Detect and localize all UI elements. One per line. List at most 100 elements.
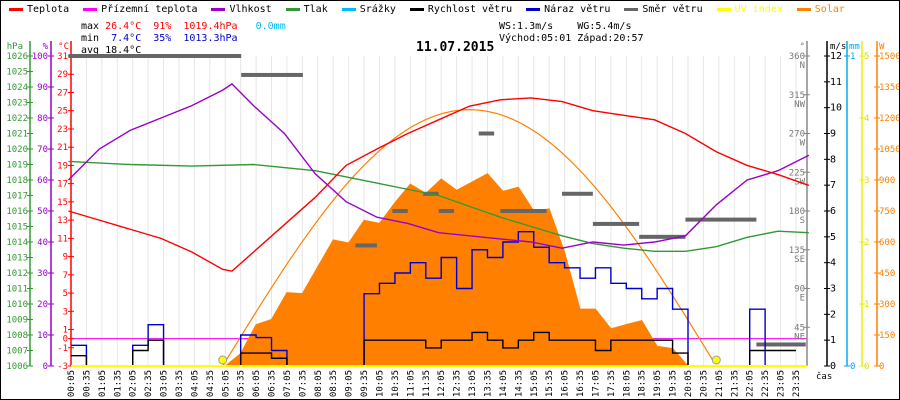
- legend-label: Směr větru: [642, 4, 703, 15]
- humidity-tick-label: 10: [37, 331, 48, 341]
- x-tick-label: 07:05: [283, 370, 293, 397]
- x-tick-label: 02:35: [144, 370, 154, 397]
- celsius-tick-label: 1: [63, 326, 68, 336]
- humidity-tick-label: 60: [37, 176, 48, 186]
- x-tick-label: 19:05: [653, 370, 663, 397]
- direction-tick-letter: N: [800, 61, 805, 71]
- legend-item: Směr větru: [624, 4, 703, 15]
- x-tick-label: 00:05: [67, 370, 77, 397]
- direction-tick-label: 315: [789, 91, 805, 101]
- x-tick-label: 02:05: [129, 370, 139, 397]
- direction-axis-unit: °: [800, 42, 805, 52]
- celsius-tick-label: 15: [57, 198, 68, 208]
- x-tick-label: 23:05: [777, 370, 787, 397]
- legend-item: Přízemní teplota: [83, 4, 197, 15]
- x-tick-label: 00:35: [82, 370, 92, 397]
- solar-tick-label: 300: [879, 300, 895, 310]
- uv-tick-label: 4: [864, 114, 869, 124]
- hpa-tick-label: 1018: [6, 176, 28, 186]
- avg-temp: 18.4°C: [105, 45, 142, 56]
- humidity-tick-label: 30: [37, 269, 48, 279]
- celsius-tick-label: 19: [57, 161, 68, 171]
- hpa-tick-label: 1022: [6, 114, 28, 124]
- legend-item: Teplota: [9, 4, 69, 15]
- humidity-tick-label: 90: [37, 83, 48, 93]
- rain-tick-label: 1: [850, 52, 855, 62]
- celsius-tick-label: 25: [57, 107, 68, 117]
- solar-axis-unit: W: [879, 42, 885, 52]
- wind-tick-label: 0: [830, 361, 836, 372]
- legend-item: Srážky: [341, 4, 396, 15]
- wind-tick-label: 12: [830, 51, 842, 62]
- wind-direction-mark: [592, 221, 640, 226]
- celsius-tick-label: 11: [57, 234, 68, 244]
- max-pressure: 1019.4hPa: [183, 21, 238, 32]
- x-tick-label: 13:05: [468, 370, 478, 397]
- x-tick-label: 20:05: [684, 370, 694, 397]
- direction-tick-letter: W: [800, 139, 806, 149]
- humidity-tick-label: 50: [37, 207, 48, 217]
- rain-axis-unit: mm: [849, 42, 860, 52]
- wind-direction-mark: [562, 191, 593, 196]
- x-tick-label: 17:05: [591, 370, 601, 397]
- solar-tick-label: 450: [879, 269, 895, 279]
- legend-label: Tlak: [303, 4, 328, 15]
- stats-block: max 26.4°C 91% 1019.4hPa 0.0mm min 7.4°C…: [81, 21, 286, 57]
- hpa-tick-label: 1024: [6, 83, 28, 93]
- x-tick-label: 07:35: [298, 370, 308, 397]
- wind-direction-mark: [639, 234, 686, 239]
- wind-direction-mark: [392, 209, 408, 213]
- wind-tick-label: 5: [830, 232, 836, 243]
- celsius-tick-label: -3: [57, 362, 68, 372]
- wind-tick-label: 2: [830, 309, 836, 320]
- hpa-tick-label: 1012: [6, 269, 28, 279]
- wind-direction-mark: [500, 209, 547, 213]
- x-tick-label: 16:35: [576, 370, 586, 397]
- x-tick-label: 22:05: [746, 370, 756, 397]
- pressure-line: [68, 160, 809, 252]
- legend-item: Vlhkost: [211, 4, 272, 15]
- x-tick-label: 09:35: [360, 370, 370, 397]
- x-tick-label: 11:35: [422, 370, 432, 397]
- wind-direction-mark: [756, 342, 806, 347]
- x-axis-label: čas: [816, 371, 832, 382]
- chart-title: 11.07.2015: [416, 40, 495, 55]
- direction-tick-label: 360: [789, 52, 805, 62]
- solar-tick-label: 0: [879, 362, 884, 372]
- max-rain: 0.0mm: [255, 21, 286, 32]
- x-tick-label: 12:05: [437, 370, 447, 397]
- temperature-line: [68, 97, 810, 272]
- wind-direction-mark: [685, 217, 757, 222]
- x-tick-label: 09:05: [345, 370, 355, 397]
- avg-label: avg: [81, 45, 100, 56]
- direction-tick-label: 135: [789, 246, 805, 256]
- wind-tick-label: 8: [830, 154, 836, 165]
- solar-tick-label: 1350: [879, 83, 900, 93]
- hpa-tick-label: 1013: [6, 254, 28, 264]
- hpa-tick-label: 1025: [6, 68, 28, 78]
- wind-tick-label: 3: [830, 284, 836, 295]
- solar-theoretical-line: [222, 109, 714, 367]
- x-tick-label: 18:05: [622, 370, 632, 397]
- humidity-tick-label: 80: [37, 114, 48, 124]
- legend-swatch: [716, 7, 731, 11]
- legend-label: Rychlost větru: [427, 4, 513, 15]
- min-temp: 7.4°C: [111, 33, 142, 44]
- legend-item: Rychlost větru: [409, 4, 513, 15]
- direction-tick-label: 180: [789, 207, 805, 217]
- rain-tick-label: 0: [850, 362, 855, 372]
- hpa-tick-label: 1016: [6, 207, 28, 217]
- min-pressure: 1013.3hPa: [183, 33, 238, 44]
- x-tick-label: 20:35: [699, 370, 709, 397]
- solar-tick-label: 1200: [879, 114, 900, 124]
- chart-legend: Teplota Přízemní teplota Vlhkost Tlak Srážky…: [9, 4, 845, 15]
- legend-label: Vlhkost: [229, 4, 272, 15]
- direction-tick-letter: NE: [794, 332, 805, 342]
- humidity-tick-label: 20: [37, 300, 48, 310]
- x-tick-label: 04:35: [206, 370, 216, 397]
- solar-tick-label: 1050: [879, 145, 900, 155]
- humidity-tick-label: 0: [43, 362, 48, 372]
- legend-label: Přízemní teplota: [101, 4, 198, 15]
- legend-swatch: [341, 7, 356, 11]
